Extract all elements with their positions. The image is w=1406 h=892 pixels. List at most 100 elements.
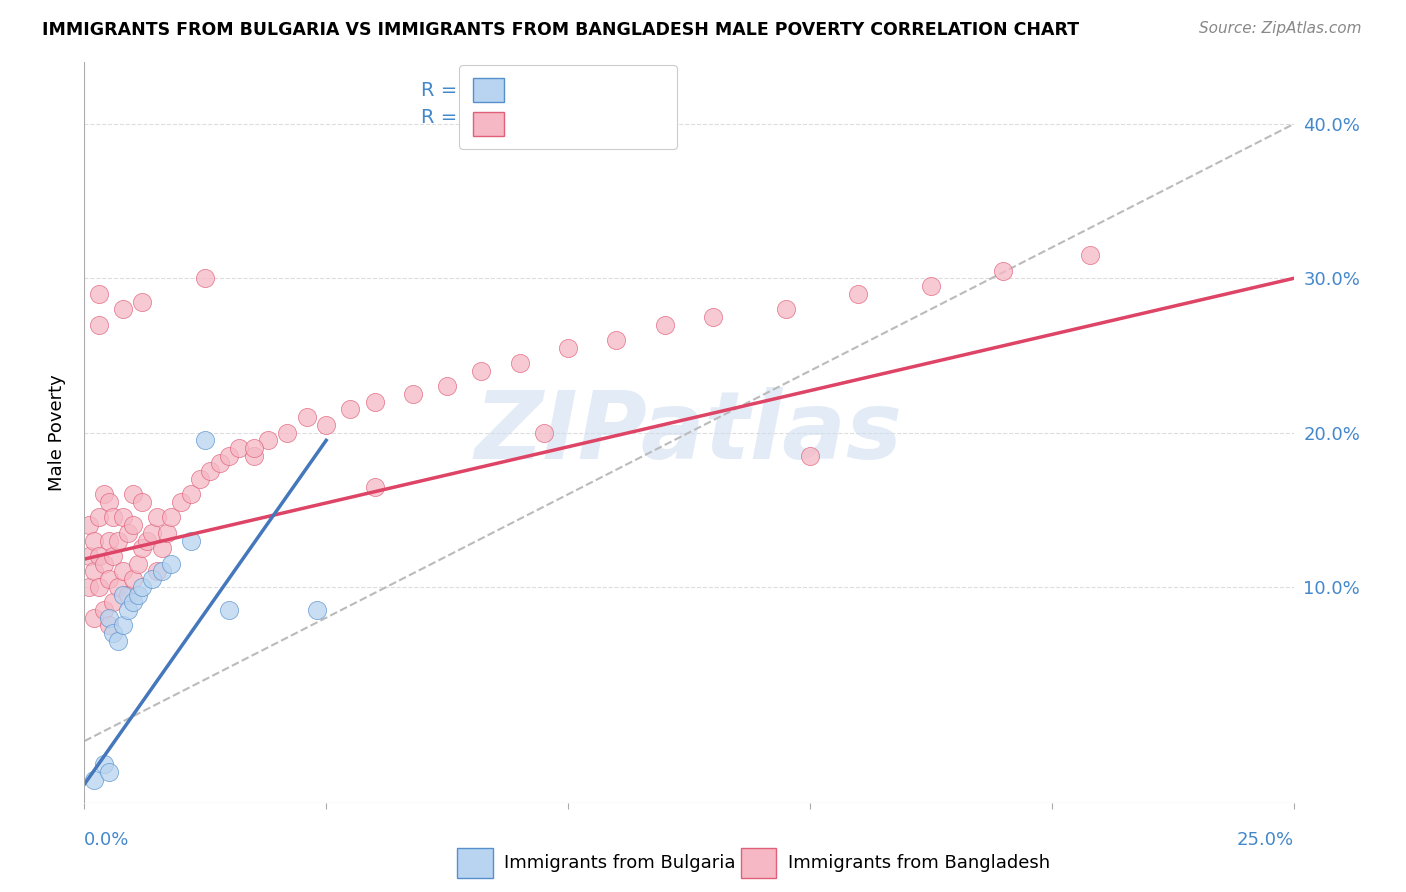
Point <box>112 302 135 317</box>
Point <box>339 402 361 417</box>
Point <box>121 572 143 586</box>
Point <box>121 487 143 501</box>
Point <box>103 549 125 563</box>
Text: R = 0.412: R = 0.412 <box>420 109 519 128</box>
Point <box>1080 248 1102 262</box>
Point <box>97 618 120 632</box>
Point <box>93 603 115 617</box>
Point <box>127 588 149 602</box>
Point <box>180 487 202 501</box>
Point <box>131 580 153 594</box>
Point <box>87 580 110 594</box>
Point <box>160 557 183 571</box>
Point <box>83 565 105 579</box>
Point <box>436 379 458 393</box>
Point <box>112 588 135 602</box>
Point <box>470 364 492 378</box>
Point <box>180 533 202 548</box>
Point <box>363 394 385 409</box>
Text: IMMIGRANTS FROM BULGARIA VS IMMIGRANTS FROM BANGLADESH MALE POVERTY CORRELATION : IMMIGRANTS FROM BULGARIA VS IMMIGRANTS F… <box>42 21 1080 38</box>
Legend:                         ,                         : , <box>458 65 678 149</box>
Text: Source: ZipAtlas.com: Source: ZipAtlas.com <box>1198 21 1361 36</box>
Point <box>103 510 125 524</box>
Point <box>150 565 173 579</box>
Point <box>97 533 120 548</box>
Point <box>136 533 159 548</box>
Point <box>77 518 100 533</box>
Point <box>93 557 115 571</box>
Text: Immigrants from Bangladesh: Immigrants from Bangladesh <box>787 854 1050 872</box>
Point <box>97 610 120 624</box>
Point <box>93 757 115 772</box>
Point <box>150 541 173 556</box>
Point <box>846 286 869 301</box>
Point <box>295 410 318 425</box>
Point <box>194 271 217 285</box>
FancyBboxPatch shape <box>741 848 776 878</box>
Point <box>107 580 129 594</box>
Point <box>83 533 105 548</box>
Text: ZIPatlas: ZIPatlas <box>475 386 903 479</box>
Point <box>112 510 135 524</box>
Point <box>117 525 139 540</box>
Point <box>228 441 250 455</box>
Point <box>509 356 531 370</box>
Point <box>112 618 135 632</box>
Point <box>276 425 298 440</box>
Point <box>146 565 169 579</box>
Point <box>146 510 169 524</box>
Point <box>218 449 240 463</box>
Point <box>103 626 125 640</box>
Point <box>87 318 110 332</box>
Point <box>799 449 821 463</box>
Point <box>77 549 100 563</box>
Point <box>190 472 212 486</box>
Point <box>993 263 1015 277</box>
Point <box>103 595 125 609</box>
Text: R = 0.503: R = 0.503 <box>420 81 519 100</box>
Point <box>83 610 105 624</box>
Point <box>557 341 579 355</box>
Point <box>121 518 143 533</box>
Point <box>117 588 139 602</box>
Y-axis label: Male Poverty: Male Poverty <box>48 375 66 491</box>
Point <box>170 495 193 509</box>
Point <box>131 541 153 556</box>
Point <box>77 580 100 594</box>
Point <box>131 294 153 309</box>
Point <box>107 533 129 548</box>
Point <box>218 603 240 617</box>
Point <box>654 318 676 332</box>
Point <box>127 557 149 571</box>
Point <box>107 633 129 648</box>
Point <box>117 603 139 617</box>
Point <box>160 510 183 524</box>
Point <box>97 764 120 779</box>
Point <box>121 595 143 609</box>
Point <box>87 286 110 301</box>
Point <box>93 487 115 501</box>
Point <box>87 510 110 524</box>
Text: Immigrants from Bulgaria: Immigrants from Bulgaria <box>505 854 735 872</box>
Point <box>112 565 135 579</box>
Point <box>702 310 724 324</box>
Point <box>242 441 264 455</box>
Point <box>920 279 942 293</box>
Text: N = 19: N = 19 <box>516 81 589 100</box>
Point <box>208 457 231 471</box>
Text: 0.0%: 0.0% <box>84 830 129 848</box>
Point <box>242 449 264 463</box>
Point <box>155 525 177 540</box>
FancyBboxPatch shape <box>457 848 492 878</box>
Point <box>141 525 163 540</box>
Point <box>198 464 221 478</box>
Point <box>97 495 120 509</box>
Text: 25.0%: 25.0% <box>1236 830 1294 848</box>
Point <box>533 425 555 440</box>
Point <box>257 434 280 448</box>
Point <box>315 417 337 432</box>
Point <box>775 302 797 317</box>
Point <box>131 495 153 509</box>
Point <box>305 603 328 617</box>
Point <box>363 480 385 494</box>
